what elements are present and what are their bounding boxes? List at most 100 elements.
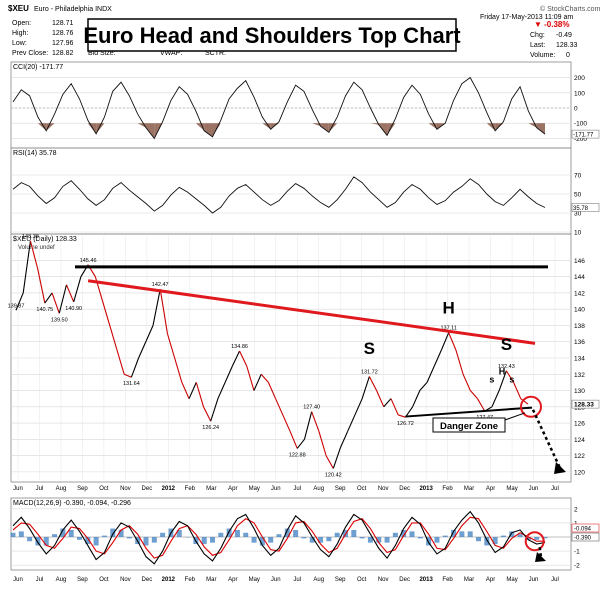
- x-tick-label: Nov: [378, 486, 389, 492]
- price-point-label: 142.47: [152, 282, 169, 288]
- price-segment: [390, 398, 399, 416]
- macd-histogram-bar: [243, 532, 249, 537]
- cci-fill: [146, 123, 155, 139]
- macd-histogram-bar: [359, 537, 365, 539]
- price-segment: [102, 300, 111, 326]
- x-tick-label: May: [249, 577, 260, 583]
- vwap-label: VWAP:: [160, 50, 182, 57]
- macd-histogram-bar: [293, 529, 299, 537]
- projection-arrow: [531, 409, 562, 469]
- price-segment: [138, 341, 147, 359]
- volume-legend: Volume undef: [18, 245, 55, 251]
- price-segment: [462, 374, 471, 391]
- macd-histogram-bar: [151, 537, 157, 543]
- price-segment: [383, 398, 392, 408]
- x-tick-label: Sep: [77, 577, 88, 583]
- mini-pattern-label: s: [489, 374, 494, 384]
- x-tick-label: Oct: [357, 486, 367, 492]
- x-tick-label: 2013: [419, 577, 433, 583]
- cci-fill: [328, 123, 338, 133]
- price-point-label: 126.24: [202, 425, 219, 431]
- macd-last-box: [571, 523, 600, 533]
- price-segment: [44, 292, 53, 304]
- price-point-label: 122.88: [289, 452, 306, 458]
- price-segment: [289, 430, 298, 449]
- y-tick-label: 122: [574, 453, 585, 460]
- price-segment: [159, 289, 168, 334]
- price-point-label: 131.72: [361, 370, 378, 376]
- open-value: 128.71: [52, 20, 74, 27]
- x-tick-label: Jul: [293, 486, 301, 492]
- y-tick-label: 126: [574, 421, 585, 428]
- cci-line: [12, 76, 546, 140]
- y-tick-label: 0: [574, 106, 578, 113]
- x-tick-label: Dec: [142, 577, 153, 583]
- volume-value: 0: [566, 52, 570, 59]
- x-tick-label: Jun: [529, 577, 539, 583]
- price-point-label: 139.87: [8, 303, 25, 309]
- price-last-label: 128.33: [574, 402, 594, 409]
- price-segment: [195, 382, 205, 407]
- price-point-label: 140.75: [36, 307, 53, 313]
- rsi-last-label: 35.78: [573, 206, 589, 212]
- price-segment: [332, 447, 342, 469]
- price-segment: [181, 382, 190, 399]
- left-shoulder-label: S: [364, 339, 375, 358]
- macd-histogram-bar: [434, 537, 440, 543]
- x-tick-label: Mar: [464, 486, 474, 492]
- price-segment: [311, 411, 320, 432]
- price-point-label: 148.38: [22, 234, 39, 240]
- cci-fill: [536, 123, 545, 135]
- macd-projection-arrowhead: [535, 552, 546, 562]
- cci-last-box: [571, 129, 600, 139]
- x-tick-label: Jun: [271, 486, 281, 492]
- x-tick-label: Feb: [442, 577, 453, 583]
- x-tick-label: Mar: [464, 577, 474, 583]
- x-tick-label: Jul: [36, 486, 44, 492]
- chg-value: -0.49: [556, 32, 572, 39]
- danger-circle: [520, 395, 542, 418]
- y-tick-label: 138: [574, 323, 585, 330]
- x-tick-label: Feb: [442, 486, 453, 492]
- macd-last-label: -0.094: [574, 527, 592, 533]
- macd-histogram-bar: [459, 531, 465, 537]
- danger-zone-label: Danger Zone: [440, 421, 498, 432]
- bid-label: Bid Size:: [88, 50, 116, 57]
- x-tick-label: Dec: [399, 577, 410, 583]
- price-segment: [505, 370, 515, 383]
- y-tick-label: 136: [574, 339, 585, 346]
- x-tick-label: Feb: [185, 486, 196, 492]
- macd-histogram-bar: [10, 532, 16, 537]
- macd-histogram-bar: [85, 537, 91, 545]
- marks-layer: [10, 76, 548, 565]
- x-tick-label: Jun: [271, 577, 281, 583]
- price-point-label: 127.40: [303, 405, 320, 411]
- price-segment: [275, 398, 284, 416]
- macd-histogram-bar: [500, 535, 506, 537]
- site-text: © StockCharts.com: [540, 5, 600, 13]
- x-tick-label: Nov: [378, 577, 389, 583]
- change-percent: ▼ -0.38%: [534, 20, 570, 29]
- macd-legend: MACD(12,26,9) -0.390, -0.094, -0.296: [13, 500, 131, 507]
- price-point-label: 134.86: [231, 344, 248, 350]
- macd-histogram-bar: [43, 537, 49, 546]
- x-tick-label: 2012: [162, 486, 176, 492]
- price-segment: [433, 349, 442, 367]
- x-tick-label: Sep: [335, 577, 346, 583]
- macd-histogram-bar: [476, 537, 481, 542]
- price-segment: [217, 382, 226, 399]
- x-tick-label: Apr: [486, 486, 495, 492]
- price-segment: [361, 376, 370, 399]
- macd-histogram-bar: [301, 537, 307, 539]
- price-segment: [166, 333, 176, 359]
- cci-fill: [312, 123, 321, 127]
- cci-fill: [212, 123, 221, 137]
- macd-histogram-bar: [401, 529, 407, 537]
- x-tick-label: Jul: [293, 577, 301, 583]
- x-tick-label: Apr: [228, 486, 237, 492]
- macd-histogram-bar: [77, 537, 82, 540]
- x-tick-label: Jul: [551, 577, 559, 583]
- cci-fill: [96, 123, 105, 134]
- macd-histogram-bar: [417, 537, 423, 539]
